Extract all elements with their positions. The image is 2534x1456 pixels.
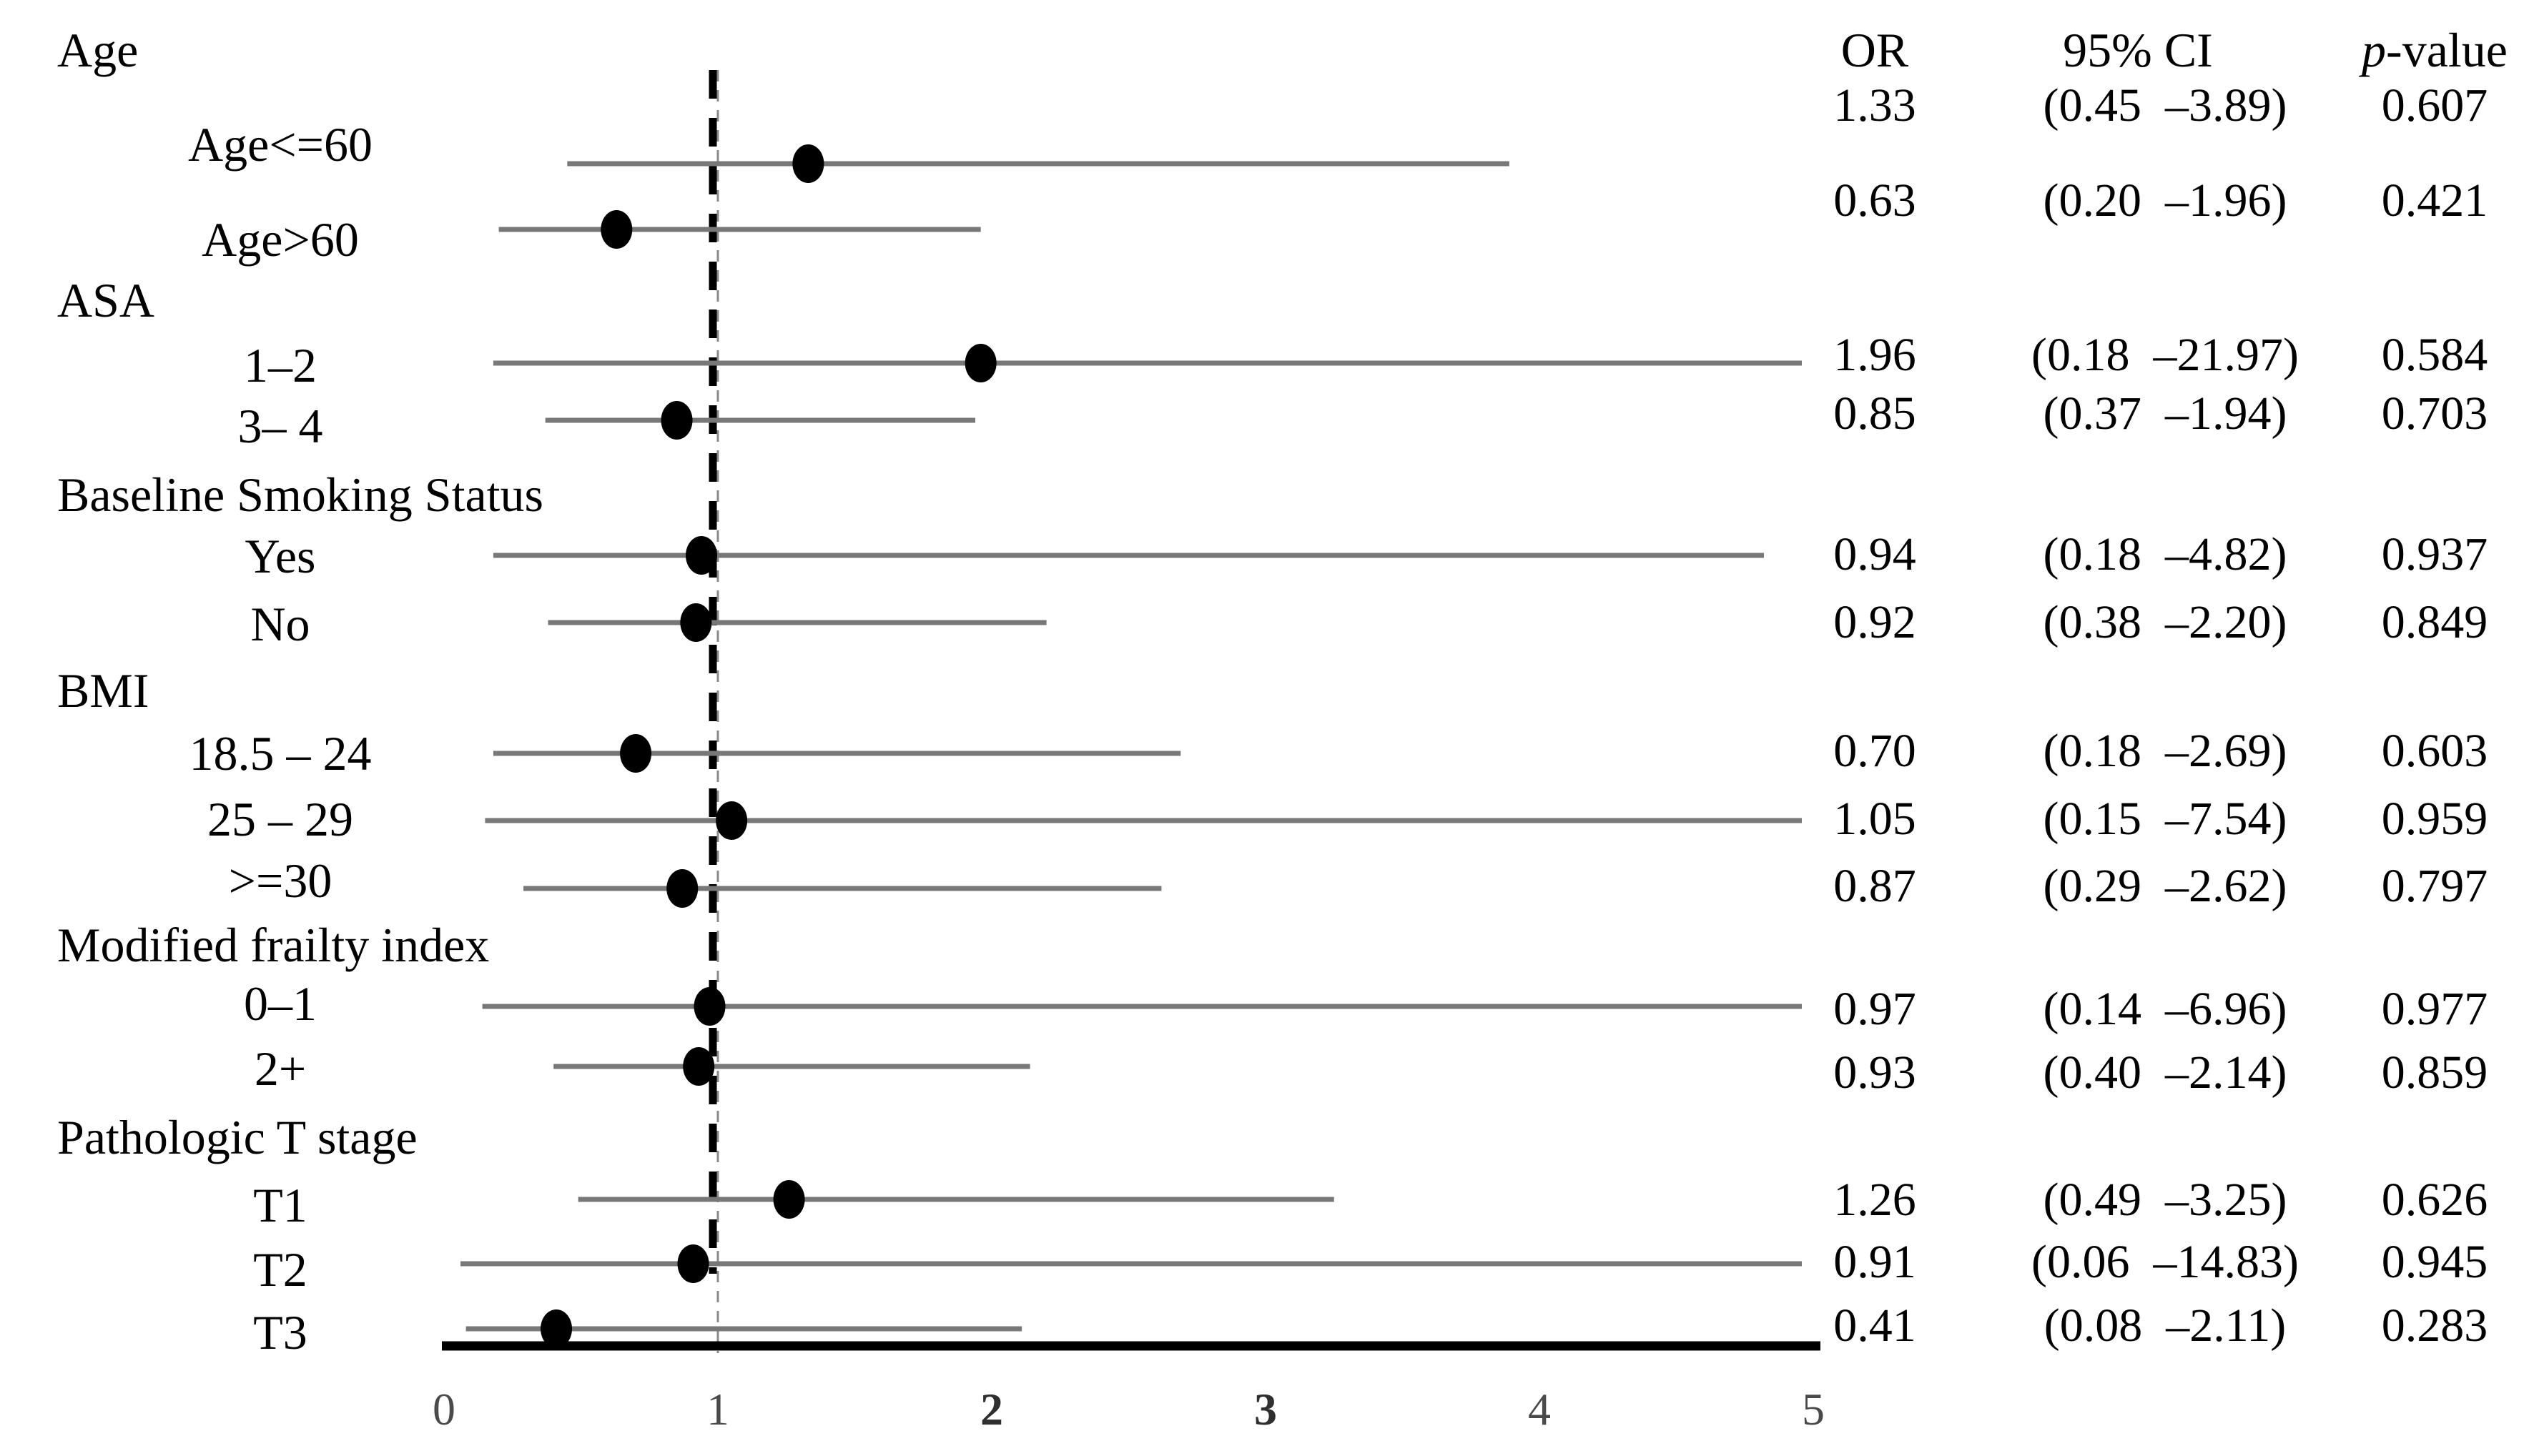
or-point bbox=[601, 210, 633, 249]
group-header: ASA bbox=[57, 273, 155, 327]
or-value: 0.41 bbox=[1833, 1299, 1916, 1352]
group-header: Pathologic T stage bbox=[57, 1110, 418, 1164]
or-point bbox=[773, 1180, 805, 1219]
or-value: 0.87 bbox=[1833, 860, 1916, 912]
x-tick-label: 4 bbox=[1528, 1384, 1551, 1435]
ci-value: (0.06 –14.83) bbox=[2031, 1236, 2299, 1288]
or-value: 1.33 bbox=[1833, 79, 1916, 132]
or-point bbox=[965, 344, 997, 382]
or-point bbox=[694, 987, 726, 1026]
item-label: >=30 bbox=[228, 853, 332, 908]
p-value: 0.703 bbox=[2381, 387, 2488, 440]
group-header: BMI bbox=[57, 663, 149, 718]
or-point bbox=[661, 401, 693, 440]
or-point bbox=[677, 1244, 709, 1283]
column-header-pvalue: p-value bbox=[2362, 26, 2508, 74]
p-value: 0.797 bbox=[2381, 860, 2488, 912]
p-value: 0.859 bbox=[2381, 1046, 2488, 1099]
column-header-ci: 95% CI bbox=[2063, 23, 2213, 77]
or-point bbox=[666, 869, 699, 908]
item-label: T2 bbox=[253, 1242, 307, 1297]
x-tick-label: 3 bbox=[1254, 1384, 1277, 1435]
p-value: 0.584 bbox=[2381, 329, 2488, 381]
or-point bbox=[716, 801, 748, 840]
x-tick-label: 5 bbox=[1802, 1384, 1825, 1435]
item-label: 3– 4 bbox=[237, 399, 323, 453]
ci-value: (0.14 –6.96) bbox=[2043, 983, 2287, 1035]
group-header: Age bbox=[57, 23, 139, 77]
item-label: T3 bbox=[253, 1305, 307, 1360]
item-label: No bbox=[250, 597, 310, 651]
ci-value: (0.08 –2.11) bbox=[2044, 1299, 2287, 1352]
or-point bbox=[541, 1309, 573, 1348]
item-label: 1–2 bbox=[244, 338, 317, 392]
ci-value: (0.18 –4.82) bbox=[2043, 528, 2287, 580]
ci-value: (0.37 –1.94) bbox=[2043, 387, 2287, 440]
p-value: 0.849 bbox=[2381, 596, 2488, 648]
item-label: Yes bbox=[245, 529, 316, 583]
ci-value: (0.38 –2.20) bbox=[2043, 596, 2287, 648]
ci-value: (0.18 –2.69) bbox=[2043, 725, 2287, 777]
item-label: Age>60 bbox=[202, 212, 359, 267]
p-value: 0.283 bbox=[2381, 1299, 2488, 1352]
column-header-or: OR bbox=[1840, 23, 1909, 77]
ci-value: (0.18 –21.97) bbox=[2031, 329, 2299, 381]
item-label: 0–1 bbox=[244, 976, 317, 1031]
or-value: 1.26 bbox=[1833, 1174, 1916, 1226]
or-value: 1.05 bbox=[1833, 793, 1916, 845]
item-label: 18.5 – 24 bbox=[189, 726, 372, 781]
or-point bbox=[683, 1047, 715, 1086]
or-value: 0.70 bbox=[1833, 725, 1916, 777]
p-value: 0.607 bbox=[2381, 79, 2488, 132]
item-label: 25 – 29 bbox=[207, 792, 353, 846]
or-value: 0.91 bbox=[1833, 1236, 1916, 1288]
column-header-p-italic: p bbox=[2362, 23, 2387, 77]
group-header: Modified frailty index bbox=[57, 918, 490, 972]
p-value: 0.626 bbox=[2381, 1174, 2488, 1226]
x-tick-label: 2 bbox=[980, 1384, 1003, 1435]
or-value: 0.92 bbox=[1833, 596, 1916, 648]
column-header-p-rest: -value bbox=[2386, 23, 2508, 77]
or-value: 0.94 bbox=[1833, 528, 1916, 580]
p-value: 0.959 bbox=[2381, 793, 2488, 845]
ci-value: (0.20 –1.96) bbox=[2043, 174, 2287, 227]
ci-value: (0.15 –7.54) bbox=[2043, 793, 2287, 845]
item-label: 2+ bbox=[254, 1041, 307, 1096]
x-tick-label: 1 bbox=[706, 1384, 729, 1435]
item-label: T1 bbox=[253, 1178, 307, 1232]
ci-value: (0.40 –2.14) bbox=[2043, 1046, 2287, 1099]
or-value: 0.85 bbox=[1833, 387, 1916, 440]
ci-value: (0.45 –3.89) bbox=[2043, 79, 2287, 132]
or-value: 0.63 bbox=[1833, 174, 1916, 227]
p-value: 0.421 bbox=[2381, 174, 2488, 227]
or-value: 1.96 bbox=[1833, 329, 1916, 381]
or-point bbox=[686, 536, 718, 575]
x-tick-label: 0 bbox=[433, 1384, 455, 1435]
or-value: 0.93 bbox=[1833, 1046, 1916, 1099]
group-header: Baseline Smoking Status bbox=[57, 467, 543, 522]
ci-value: (0.49 –3.25) bbox=[2043, 1174, 2287, 1226]
or-point bbox=[620, 734, 652, 773]
ci-value: (0.29 –2.62) bbox=[2043, 860, 2287, 912]
p-value: 0.603 bbox=[2381, 725, 2488, 777]
or-value: 0.97 bbox=[1833, 983, 1916, 1035]
or-point bbox=[792, 144, 824, 183]
item-label: Age<=60 bbox=[188, 117, 373, 172]
or-point bbox=[680, 603, 712, 642]
p-value: 0.977 bbox=[2381, 983, 2488, 1035]
p-value: 0.937 bbox=[2381, 528, 2488, 580]
p-value: 0.945 bbox=[2381, 1236, 2488, 1288]
